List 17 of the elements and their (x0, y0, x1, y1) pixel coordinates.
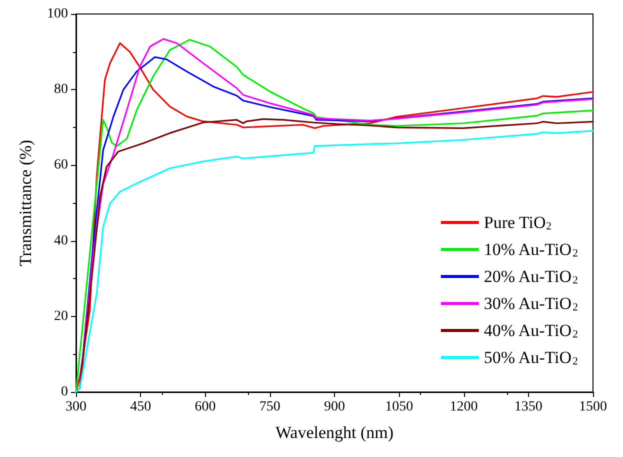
x-tick-label: 300 (66, 400, 86, 414)
x-tick-label: 600 (194, 400, 216, 414)
x-tick-label: 450 (130, 400, 152, 414)
y-tick-label: 100 (47, 6, 68, 22)
x-tick-label: 1050 (385, 400, 414, 414)
x-tick-label: 900 (324, 400, 345, 414)
x-tick-label: 1350 (514, 400, 542, 414)
y-tick-label: 0 (61, 384, 68, 400)
y-tick-label: 40 (54, 233, 68, 248)
y-tick-label: 60 (54, 158, 68, 173)
x-axis-title: Wavelenght (nm) (275, 423, 394, 442)
x-tick-label: 1500 (579, 400, 607, 414)
y-tick-label: 80 (54, 82, 68, 98)
x-tick-label: 750 (259, 400, 280, 414)
x-tick-label: 1200 (450, 400, 478, 414)
y-tick-label: 20 (54, 308, 68, 324)
y-axis-title: Transmittance (%) (16, 140, 35, 266)
